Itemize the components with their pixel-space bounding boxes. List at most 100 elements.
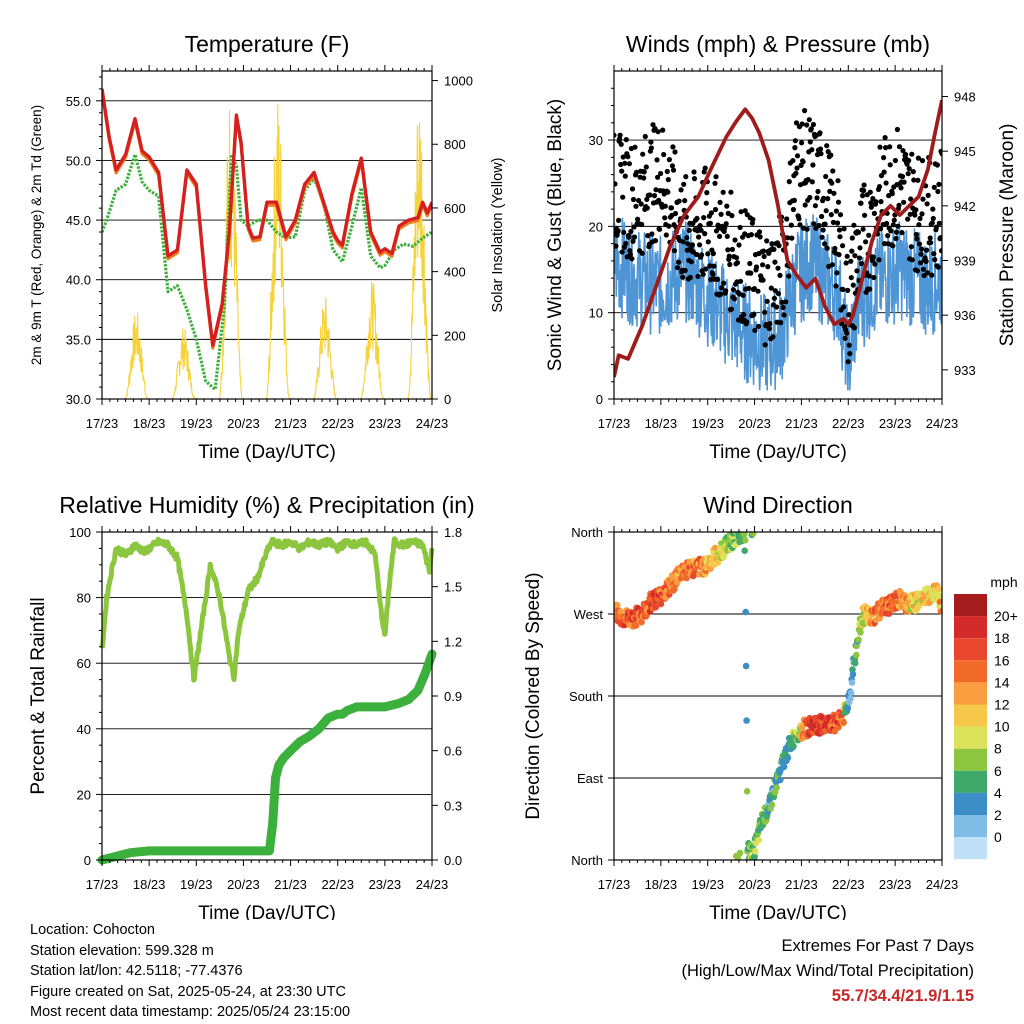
gust-point [705, 251, 711, 257]
y2-tick-label: 0.0 [444, 853, 462, 868]
gust-point [887, 144, 893, 150]
gridlines [614, 613, 942, 779]
gust-point [928, 240, 934, 246]
direction-point [714, 559, 722, 566]
gust-point [823, 173, 829, 180]
gust-point [645, 233, 651, 239]
gust-point [702, 231, 708, 237]
gust-point [785, 235, 791, 241]
gust-point [725, 247, 731, 253]
gust-point [650, 122, 656, 128]
direction-point [768, 801, 776, 809]
direction-point [752, 848, 759, 855]
direction-point [847, 689, 855, 697]
gust-point [857, 245, 863, 251]
y2-tick-label: 942 [954, 199, 976, 214]
x-tick-label: 22/23 [321, 877, 354, 892]
x-tick-label: 21/23 [785, 416, 818, 431]
gust-point [654, 157, 660, 163]
solar-insolation-day [265, 104, 291, 399]
gust-point [686, 227, 692, 233]
gust-point [730, 287, 737, 293]
gust-point [920, 196, 926, 202]
gust-point [899, 173, 906, 180]
gust-point [648, 145, 655, 151]
pressure-line [614, 99, 942, 378]
station-location: Location: Cohocton [30, 922, 155, 938]
direction-point [857, 629, 864, 636]
extremes-subtitle: (High/Low/Max Wind/Total Precipitation) [681, 962, 974, 980]
gust-point [854, 268, 860, 274]
x-tick-label: 19/23 [691, 416, 724, 431]
gust-point [916, 222, 922, 228]
gust-point [712, 180, 718, 186]
gust-point [810, 121, 817, 128]
gust-point [850, 282, 856, 288]
gust-point [881, 155, 887, 161]
gust-point [792, 145, 798, 151]
y-tick-label: West [574, 607, 604, 622]
gust-point [804, 226, 810, 232]
gust-point [835, 178, 841, 184]
gust-point [653, 187, 659, 193]
gust-point [666, 157, 673, 163]
direction-point [741, 532, 748, 538]
gust-point [633, 169, 640, 175]
gust-point [855, 229, 862, 235]
gust-point [793, 170, 799, 176]
gust-point [700, 271, 706, 277]
y-axis-label: Percent & Total Rainfall [28, 597, 49, 794]
gust-point [841, 304, 847, 310]
y2-tick-label: 0 [444, 392, 451, 407]
direction-point [755, 836, 763, 844]
gust-point [732, 237, 738, 243]
gust-point [819, 213, 825, 220]
x-tick-label: 19/23 [180, 877, 213, 892]
gust-point [620, 194, 626, 200]
gust-point [707, 220, 714, 226]
gust-point [877, 226, 884, 232]
gust-point [873, 199, 879, 205]
gust-point [819, 234, 825, 240]
y-axis-label: 2m & 9m T (Red, Orange) & 2m Td (Green) [29, 105, 44, 365]
gust-point [726, 253, 732, 259]
y-tick-label: 45.0 [66, 213, 91, 228]
gust-point [767, 321, 773, 327]
gust-point [931, 251, 937, 257]
gust-point [670, 144, 676, 150]
gust-point [915, 155, 922, 161]
gust-point [717, 233, 723, 239]
gust-point [704, 190, 710, 196]
gust-point [622, 160, 628, 166]
gust-point [906, 157, 912, 164]
chart-title: Temperature (F) [185, 31, 350, 57]
colorbar-swatch [954, 638, 987, 661]
direction-point [742, 662, 750, 670]
gust-point [877, 144, 883, 150]
gust-point [848, 258, 854, 264]
gust-point [777, 272, 783, 278]
gust-point [691, 169, 697, 175]
y-tick-label: South [569, 689, 603, 704]
gust-point [851, 222, 857, 228]
direction-point [638, 618, 645, 626]
gust-point [844, 253, 850, 259]
direction-point [743, 717, 750, 724]
gust-point [731, 296, 738, 302]
gust-point [924, 247, 930, 253]
y2-tick-label: 0.9 [444, 689, 462, 704]
gust-point [619, 168, 625, 174]
gust-point [711, 263, 717, 269]
gust-point [802, 108, 808, 114]
gust-point [640, 151, 646, 157]
gust-point [736, 242, 742, 248]
gust-point [901, 179, 907, 185]
x-tick-label: 22/23 [832, 877, 865, 892]
gust-point [898, 185, 904, 191]
x-tick-label: 23/23 [369, 416, 402, 431]
direction-point [849, 671, 857, 678]
gust-point [724, 203, 730, 209]
x-tick-label: 17/23 [86, 416, 119, 431]
y-tick-label: 0 [84, 853, 91, 868]
gust-point [912, 212, 918, 218]
